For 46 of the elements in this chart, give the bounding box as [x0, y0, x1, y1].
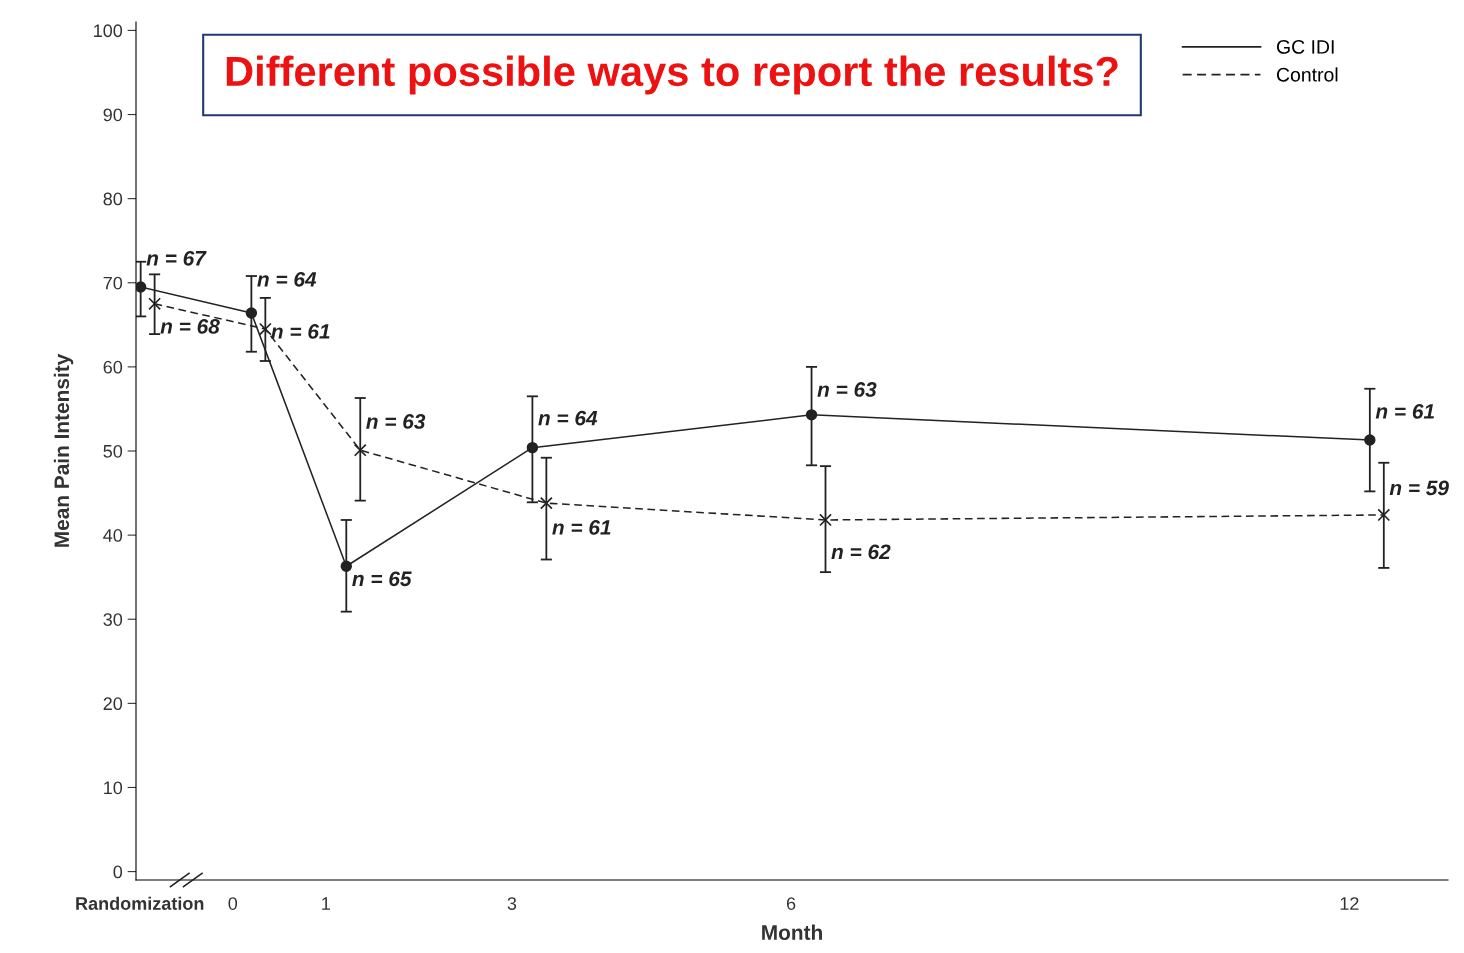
- point: [805, 409, 818, 421]
- y-tick-label: 80: [103, 192, 123, 206]
- point: [819, 513, 832, 527]
- annotation: n = 61: [552, 520, 611, 535]
- point: [258, 322, 272, 336]
- y-tick-label: 90: [103, 108, 123, 122]
- annotation: n = 63: [366, 414, 426, 429]
- y-tick-label: 20: [103, 697, 123, 711]
- y-tick-label: 50: [103, 444, 123, 458]
- annotation: n = 64: [538, 410, 598, 426]
- x-tick-label: Randomization: [76, 896, 204, 910]
- text: Different possible ways to report the results?: [226, 55, 1118, 95]
- annotation: n = 59: [1389, 480, 1449, 496]
- x-tick-label: 6: [786, 897, 796, 910]
- annotation: n = 61: [271, 324, 330, 339]
- y-tick-label: 10: [104, 781, 123, 795]
- point: [136, 281, 147, 293]
- y-tick-label: 0: [113, 865, 123, 879]
- annotation: n = 61: [1375, 403, 1434, 419]
- point: [1364, 434, 1376, 446]
- point: [1377, 508, 1391, 522]
- y-tick-label: 60: [103, 360, 123, 374]
- y-axis-title: Mean Pain Intensity: [53, 353, 74, 547]
- x-tick-label: 12: [1340, 897, 1359, 910]
- point: [245, 307, 258, 319]
- annotation: n = 64: [257, 271, 317, 287]
- y-tick-label: 30: [103, 613, 123, 626]
- annotation: n = 68: [160, 319, 220, 334]
- point: [340, 560, 352, 572]
- y-tick-label: 70: [103, 276, 123, 290]
- point: [353, 443, 367, 457]
- legend-label: GC IDI: [1276, 40, 1334, 54]
- point: [526, 441, 539, 454]
- x-axis-title: Month: [762, 924, 822, 940]
- y-tick-label: 100: [94, 24, 123, 38]
- annotation: n = 65: [352, 571, 412, 587]
- x-tick-label: 1: [322, 897, 330, 910]
- y-tick-label: 40: [103, 529, 123, 542]
- legend-label: Control: [1276, 67, 1338, 82]
- annotation: n = 67: [146, 250, 207, 266]
- annotation: n = 63: [817, 382, 877, 397]
- point: [539, 496, 553, 510]
- x-tick-label: 3: [507, 897, 517, 910]
- x-tick-label: 0: [228, 897, 238, 910]
- point: [148, 297, 162, 311]
- annotation: n = 62: [831, 544, 891, 560]
